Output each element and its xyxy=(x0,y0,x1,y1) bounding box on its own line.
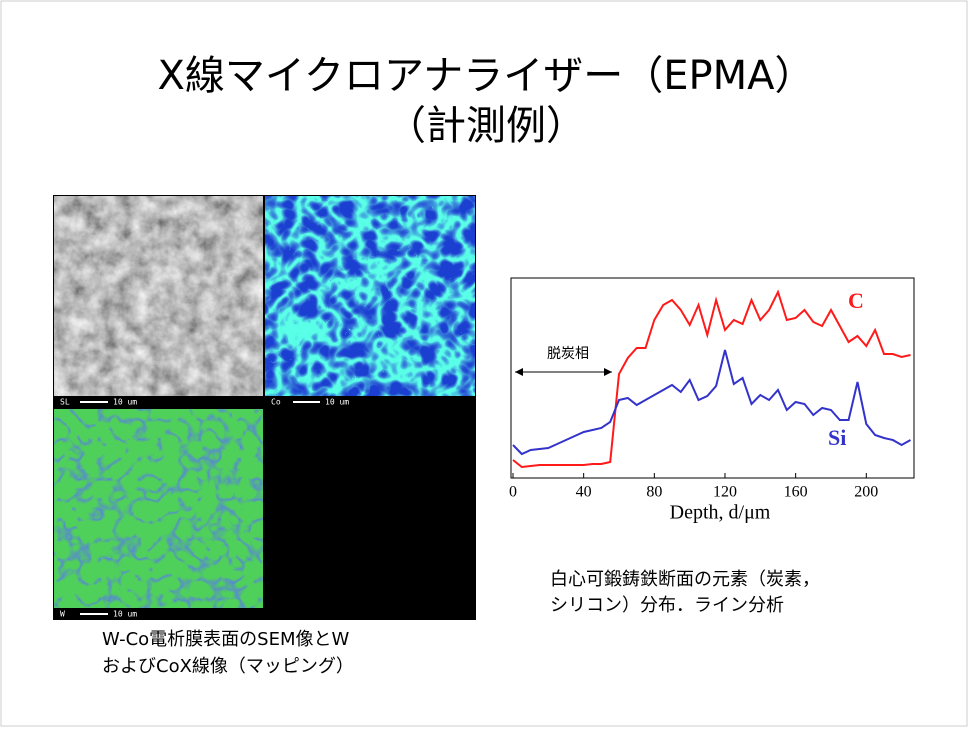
sem-panel xyxy=(54,196,263,407)
title: （計測例） xyxy=(386,103,586,149)
co-texture xyxy=(265,196,475,407)
label-bar xyxy=(265,396,475,407)
scale-label: 10 um xyxy=(113,398,137,407)
x-tick-label: 160 xyxy=(784,484,808,501)
x-tick-label: 200 xyxy=(854,484,878,501)
data-line xyxy=(512,349,911,456)
series-label: C xyxy=(848,288,864,313)
label-bar xyxy=(54,608,263,619)
x-tick-label: 0 xyxy=(509,484,517,501)
panel-label: W xyxy=(60,610,65,619)
annotation: 脱炭相 xyxy=(547,346,589,362)
x-tick-label: 120 xyxy=(713,484,737,501)
label-bar xyxy=(54,396,263,407)
x-tick-label: 80 xyxy=(646,484,662,501)
panel-label: Co xyxy=(271,398,281,407)
scale-label: 10 um xyxy=(325,398,349,407)
series-label: Si xyxy=(828,425,846,450)
title: X線マイクロアナライザー（EPMA） xyxy=(157,53,814,99)
x-tick-label: 40 xyxy=(576,484,592,501)
w-texture xyxy=(54,409,263,619)
panel-label: SL xyxy=(60,398,70,407)
caption: W-Co電析膜表面のSEM像とW xyxy=(102,629,349,650)
caption: シリコン）分布．ライン分析 xyxy=(550,595,784,616)
line-chart: 脱炭相 Depth, d/μm 0 40 80 120 160 200 C Si xyxy=(509,277,915,524)
caption: 白心可鍛鋳鉄断面の元素（炭素， xyxy=(550,569,820,590)
data-line xyxy=(512,289,911,469)
x-axis-label: Depth, d/μm xyxy=(670,502,771,524)
caption: およびCoX線像（マッピング） xyxy=(102,656,354,677)
scale-label: 10 um xyxy=(113,610,137,619)
sem-figure: SL Co W 10 um 10 um 10 um xyxy=(53,195,476,620)
